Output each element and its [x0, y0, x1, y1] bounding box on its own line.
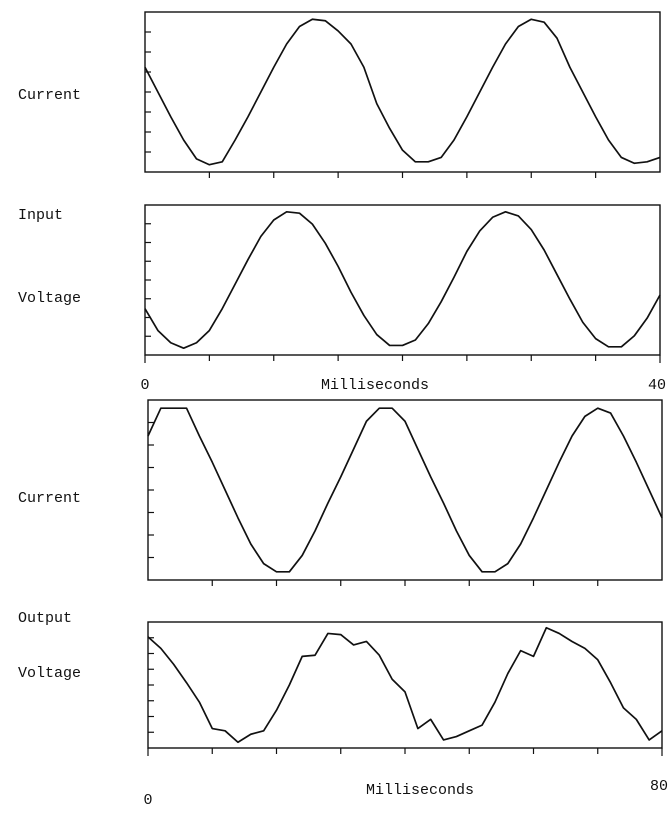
plot-frame — [147, 621, 663, 749]
x-tick-label: 40 — [648, 377, 666, 394]
waveform — [147, 626, 663, 744]
waveform — [144, 18, 661, 166]
y-axis-label: Output — [18, 610, 72, 627]
x-tick-label: 0 — [140, 377, 149, 394]
x-axis-label: Milliseconds — [366, 782, 474, 799]
waveform — [144, 210, 661, 350]
y-axis-label: Current — [18, 87, 81, 104]
y-axis-label: Input — [18, 207, 63, 224]
y-axis-label: Current — [18, 490, 81, 507]
x-axis-label: Milliseconds — [321, 377, 429, 394]
waveform — [147, 407, 663, 573]
y-axis-label: Voltage — [18, 665, 81, 682]
x-tick-label: 80 — [650, 778, 668, 795]
plot-frame — [144, 204, 661, 356]
x-tick-label: 0 — [143, 792, 152, 809]
y-axis-label: Voltage — [18, 290, 81, 307]
